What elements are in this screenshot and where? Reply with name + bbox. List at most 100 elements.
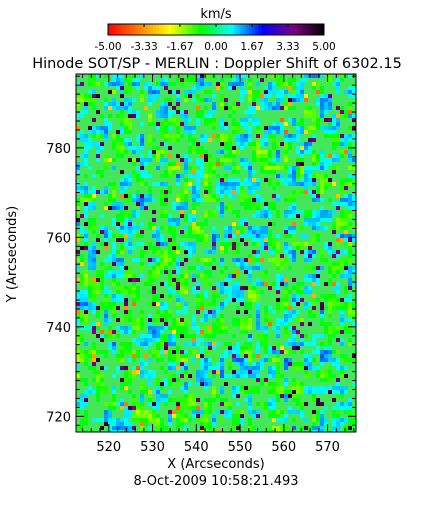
heatmap-cell: [340, 110, 344, 114]
heatmap-cell: [248, 270, 252, 274]
heatmap-cell: [228, 230, 232, 234]
heatmap-cell: [88, 90, 92, 94]
heatmap-cell: [100, 270, 104, 274]
heatmap-cell: [320, 370, 324, 374]
colorbar-segment: [123, 24, 127, 35]
heatmap-cell: [312, 194, 316, 198]
heatmap-cell: [248, 258, 252, 262]
heatmap-cell: [132, 110, 136, 114]
heatmap-cell: [84, 414, 88, 418]
heatmap-cell: [176, 370, 180, 374]
heatmap-cell: [296, 282, 300, 286]
heatmap-cell: [148, 350, 152, 354]
heatmap-cell: [128, 242, 132, 246]
heatmap-cell: [328, 326, 332, 330]
heatmap-cell: [120, 406, 124, 410]
heatmap-cell: [316, 226, 320, 230]
heatmap-cell: [312, 266, 316, 270]
colorbar-segment: [216, 24, 220, 35]
heatmap-cell: [236, 374, 240, 378]
heatmap-cell: [328, 118, 332, 122]
heatmap-cell: [140, 142, 144, 146]
heatmap-cell: [76, 186, 80, 190]
heatmap-cell: [228, 146, 232, 150]
heatmap-cell: [208, 170, 212, 174]
heatmap-cell: [104, 118, 108, 122]
heatmap-cell: [104, 402, 108, 406]
heatmap-cell: [204, 278, 208, 282]
heatmap-cell: [148, 98, 152, 102]
heatmap-cell: [304, 142, 308, 146]
heatmap-cell: [196, 194, 200, 198]
heatmap-cell: [180, 366, 184, 370]
heatmap-cell: [104, 238, 108, 242]
heatmap-cell: [220, 82, 224, 86]
heatmap-cell: [324, 226, 328, 230]
heatmap-cell: [128, 318, 132, 322]
heatmap-cell: [212, 94, 216, 98]
heatmap-cell: [160, 330, 164, 334]
heatmap-cell: [244, 202, 248, 206]
heatmap-cell: [156, 122, 160, 126]
heatmap-cell: [160, 326, 164, 330]
heatmap-cell: [184, 94, 188, 98]
heatmap-cell: [344, 274, 348, 278]
heatmap-cell: [252, 258, 256, 262]
heatmap-cell: [216, 82, 220, 86]
heatmap-cell: [276, 102, 280, 106]
heatmap-cell: [308, 214, 312, 218]
heatmap-cell: [248, 182, 252, 186]
heatmap-cell: [328, 374, 332, 378]
heatmap-cell: [196, 398, 200, 402]
heatmap-cell: [88, 146, 92, 150]
heatmap-cell: [212, 422, 216, 426]
heatmap-cell: [340, 330, 344, 334]
heatmap-cell: [288, 94, 292, 98]
heatmap-cell: [300, 290, 304, 294]
heatmap-cell: [112, 350, 116, 354]
heatmap-cell: [212, 386, 216, 390]
heatmap-cell: [140, 310, 144, 314]
heatmap-cell: [92, 306, 96, 310]
heatmap-cell: [296, 126, 300, 130]
heatmap-cell: [220, 242, 224, 246]
heatmap-cell: [292, 90, 296, 94]
heatmap-cell: [204, 122, 208, 126]
heatmap-cell: [152, 402, 156, 406]
heatmap-cell: [176, 334, 180, 338]
heatmap-cell: [256, 402, 260, 406]
heatmap-cell: [200, 174, 204, 178]
heatmap-cell: [88, 74, 92, 78]
heatmap-cell: [232, 182, 236, 186]
heatmap-cell: [256, 306, 260, 310]
heatmap-cell: [112, 330, 116, 334]
heatmap-cell: [292, 298, 296, 302]
heatmap-cell: [76, 310, 80, 314]
heatmap-cell: [288, 234, 292, 238]
heatmap-cell: [212, 214, 216, 218]
heatmap-cell: [304, 302, 308, 306]
heatmap-cell: [156, 406, 160, 410]
heatmap-cell: [212, 230, 216, 234]
heatmap-cell: [164, 338, 168, 342]
heatmap-cell: [128, 90, 132, 94]
heatmap-cell: [156, 114, 160, 118]
heatmap-cell: [208, 314, 212, 318]
heatmap-cell: [76, 278, 80, 282]
heatmap-cell: [340, 306, 344, 310]
heatmap-cell: [336, 426, 340, 430]
heatmap-cell: [280, 118, 284, 122]
heatmap-cell: [172, 242, 176, 246]
heatmap-cell: [228, 290, 232, 294]
heatmap-cell: [84, 238, 88, 242]
heatmap-cell: [340, 390, 344, 394]
heatmap-cell: [316, 414, 320, 418]
heatmap-cell: [288, 214, 292, 218]
heatmap-cell: [176, 246, 180, 250]
heatmap-cell: [280, 306, 284, 310]
heatmap-cell: [276, 266, 280, 270]
heatmap-cell: [236, 138, 240, 142]
heatmap-cell: [164, 134, 168, 138]
heatmap-cell: [92, 250, 96, 254]
heatmap-cell: [92, 242, 96, 246]
